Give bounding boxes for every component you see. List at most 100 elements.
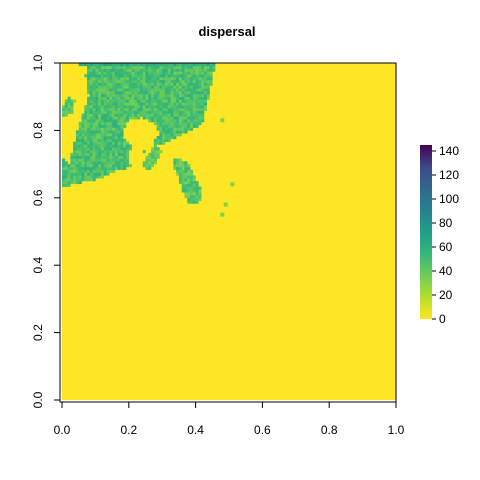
raster-cell [153,88,157,92]
raster-cell [159,79,163,83]
raster-cell [148,77,152,81]
raster-cell [190,121,194,126]
raster-cell [195,186,199,190]
raster-cell [103,133,107,137]
raster-cell [112,136,116,140]
raster-cell [120,99,124,103]
raster-cell [123,155,127,159]
raster-cell [78,138,82,142]
raster-cell [114,105,118,109]
raster-cell [95,130,99,134]
raster-cell [187,77,191,81]
raster-cell [145,161,149,165]
raster-cell [148,71,152,75]
raster-cell [78,178,82,182]
raster-cell [195,119,199,123]
raster-cell [73,158,77,162]
raster-cell [145,166,149,171]
raster-cell [81,155,85,159]
raster-cell [126,144,130,148]
raster-cell [139,88,144,92]
raster-cell [95,158,99,162]
raster-cell [67,169,71,173]
raster-cell [67,166,71,171]
raster-cell [103,150,107,154]
raster-cell [126,96,130,100]
raster-cell [114,113,118,117]
raster-cell [103,88,107,92]
raster-cell [173,93,177,97]
raster-cell [153,102,157,106]
raster-cell [159,150,163,154]
raster-cell [98,88,102,92]
raster-cell [62,107,66,112]
raster-cell [123,79,127,83]
raster-cell [70,99,74,103]
raster-cell [190,119,194,123]
raster-cell [131,65,135,69]
raster-cell [126,161,130,165]
raster-cell [162,119,166,123]
raster-cell [120,152,124,156]
raster-cell [62,175,66,179]
raster-cell [176,85,180,89]
raster-cell [106,141,110,145]
raster-cell [151,155,155,159]
raster-cell [126,71,130,75]
raster-cell [203,88,208,92]
raster-cell [162,105,166,109]
raster-cell [145,102,149,106]
raster-cell [176,96,180,100]
raster-cell [109,158,113,162]
raster-cell [89,119,93,123]
raster-cell [120,150,124,154]
raster-cell [78,133,82,137]
raster-cell [153,116,157,120]
raster-cell [95,169,99,173]
raster-cell [89,158,93,162]
raster-cell [87,150,91,154]
raster-cell [187,93,191,97]
raster-cell [95,91,99,95]
raster-cell [123,150,127,154]
raster-cell [73,172,77,176]
raster-cell [92,77,96,81]
raster-cell [192,96,196,100]
raster-cell [95,164,99,168]
raster-cell [142,65,146,69]
raster-cell [203,63,208,67]
raster-cell [173,91,177,95]
raster-cell [159,138,163,142]
raster-cell [112,130,116,134]
raster-cell [201,71,205,75]
raster-cell [187,99,191,103]
y-tick-label: 0.8 [31,122,45,139]
raster-cell [117,91,121,95]
raster-cell [114,65,118,69]
raster-cell [62,172,66,176]
raster-cell [67,105,71,109]
raster-cell [167,65,171,69]
raster-cell [162,85,166,89]
raster-cell [120,96,124,100]
raster-cell [117,133,121,137]
raster-cell [139,77,144,81]
raster-cell [190,169,194,173]
raster-cell [170,130,174,134]
raster-cell [112,147,116,151]
raster-cell [148,96,152,100]
raster-cell [109,116,113,120]
raster-cell [98,172,102,176]
raster-cell [100,77,105,81]
raster-cell [139,85,144,89]
raster-cell [62,180,66,185]
raster-cell [75,172,79,176]
raster-cell [142,96,146,100]
raster-cell [81,127,85,131]
x-tick-label: 0.8 [321,423,338,437]
raster-cell [95,74,99,78]
raster-cell [87,63,91,67]
raster-cell [103,71,107,75]
raster-cell [120,68,124,72]
